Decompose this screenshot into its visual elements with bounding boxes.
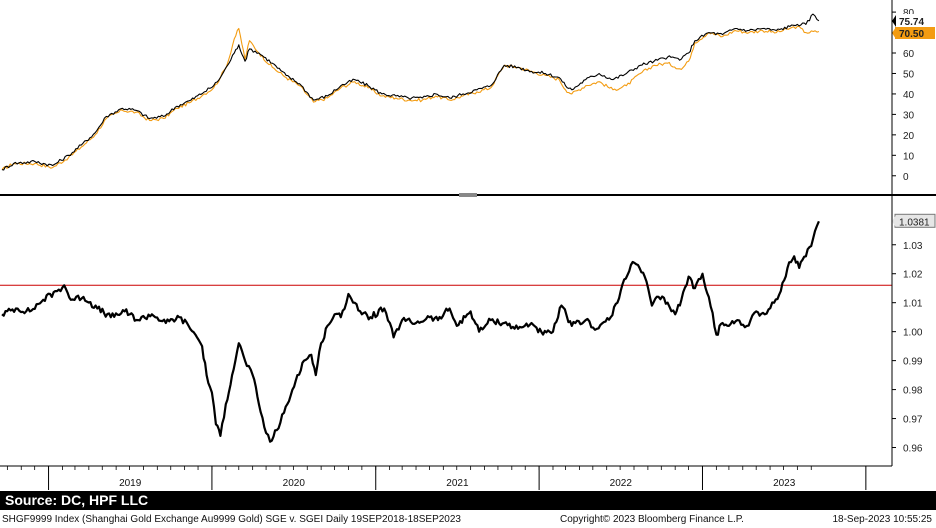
x-axis: 2019 2020 2021 2022 2023	[0, 465, 892, 490]
y-tick-label: 0.99	[903, 357, 923, 368]
x-year-label: 2019	[119, 478, 142, 489]
y-tick-label: 1.01	[903, 299, 923, 310]
last-value-label: 70.50	[899, 29, 924, 40]
x-year-label: 2021	[446, 478, 469, 489]
timestamp-text: 18-Sep-2023 10:55:25	[832, 514, 932, 525]
series-line-black	[1, 220, 820, 443]
panel-resize-handle	[459, 193, 477, 197]
last-value-label: 75.74	[899, 17, 924, 28]
y-tick-label: 0.96	[903, 444, 923, 455]
y-tick-label: 1.03	[903, 241, 923, 252]
copyright-text: Copyright© 2023 Bloomberg Finance L.P.	[560, 514, 744, 525]
source-label: Source: DC, HPF LLC	[5, 492, 149, 508]
y-tick-label: 0.97	[903, 415, 923, 426]
last-value-pointer	[892, 27, 896, 39]
source-bar: Source: DC, HPF LLC	[0, 491, 936, 510]
y-tick-label: 0	[903, 172, 909, 183]
x-year-label: 2020	[283, 478, 306, 489]
y-tick-label: 10	[903, 151, 915, 162]
y-tick-label: 0.98	[903, 386, 923, 397]
y-tick-label: 80	[903, 8, 915, 19]
series-line-black	[1, 13, 820, 171]
y-tick-label: 20	[903, 131, 915, 142]
bottom-panel: 0.96 0.97 0.98 0.99 1.00 1.01 1.02 1.03 1.0381	[0, 213, 936, 455]
last-value-pointer	[892, 15, 896, 27]
x-year-label: 2023	[773, 478, 796, 489]
last-value-box	[895, 14, 935, 27]
y-tick-label: 30	[903, 110, 915, 121]
last-value-label: 1.0381	[899, 217, 930, 228]
y-tick-label: 1.02	[903, 270, 923, 281]
y-tick-label: 1.00	[903, 328, 923, 339]
y-tick-label: 50	[903, 69, 915, 80]
x-year-label: 2022	[610, 478, 633, 489]
y-tick-label: 40	[903, 90, 915, 101]
last-value-pointer	[892, 215, 896, 228]
last-value-box	[895, 26, 935, 39]
y-tick-label: 60	[903, 49, 915, 60]
footer-info: SHGF9999 Index (Shanghai Gold Exchange A…	[0, 511, 936, 528]
series-line-orange	[1, 25, 820, 170]
index-description: SHGF9999 Index (Shanghai Gold Exchange A…	[2, 514, 461, 525]
